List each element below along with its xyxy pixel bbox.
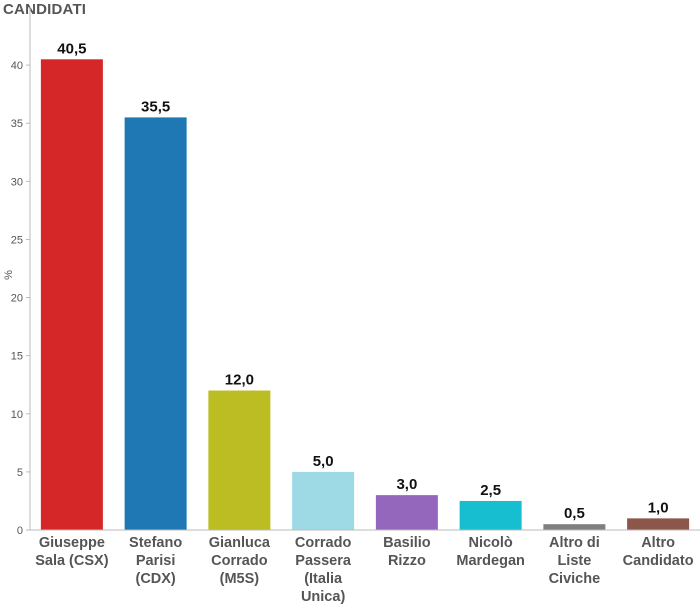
bar-value-label: 0,5 <box>564 505 585 522</box>
y-tick-label: 15 <box>11 351 23 363</box>
y-tick-label: 40 <box>11 60 23 72</box>
bar <box>124 117 187 531</box>
bar-value-label: 5,0 <box>313 453 334 470</box>
bar <box>40 59 103 531</box>
bar <box>208 390 271 530</box>
bar <box>459 500 522 530</box>
x-category-label: Corrado Passera (Italia Unica) <box>295 535 352 605</box>
chart-title: CANDIDATI <box>3 1 87 18</box>
y-axis: 0 5 10 15 20 25 30 35 40 <box>11 7 31 537</box>
y-tick-label: 10 <box>11 409 23 421</box>
x-category-label: Altro di Liste Civiche <box>549 535 601 587</box>
y-tick-label: 25 <box>11 234 23 246</box>
value-labels-group: 40,5 35,5 12,0 5,0 3,0 2,5 0,5 1,0 <box>57 40 668 522</box>
x-category-label: Stefano Parisi (CDX) <box>129 535 182 587</box>
bar <box>375 495 438 530</box>
y-tick-label: 35 <box>11 118 23 130</box>
x-category-label: Altro Candidato <box>623 535 694 569</box>
bar <box>543 524 606 530</box>
bar-value-label: 12,0 <box>225 372 254 389</box>
x-category-label: Gianluca Corrado (M5S) <box>209 535 271 587</box>
y-tick-label: 30 <box>11 176 23 188</box>
y-tick-label: 5 <box>17 467 23 479</box>
bar-value-label: 1,0 <box>648 499 669 516</box>
bar-value-label: 2,5 <box>480 482 501 499</box>
bar <box>292 471 355 530</box>
bar-value-label: 3,0 <box>396 476 417 493</box>
x-category-label: Basilio Rizzo <box>383 535 431 569</box>
x-axis: Giuseppe Sala (CSX) Stefano Parisi (CDX) Gian… <box>30 529 700 605</box>
bars-group <box>40 59 690 531</box>
bar-value-label: 40,5 <box>57 40 86 57</box>
bar-value-label: 35,5 <box>141 98 170 115</box>
y-tick-label: 0 <box>17 525 23 537</box>
y-tick-label: 20 <box>11 293 23 305</box>
y-axis-title: % <box>3 270 15 280</box>
bar <box>627 518 690 530</box>
x-category-label: Giuseppe Sala (CSX) <box>35 535 108 569</box>
x-category-label: Nicolò Mardegan <box>456 535 525 569</box>
